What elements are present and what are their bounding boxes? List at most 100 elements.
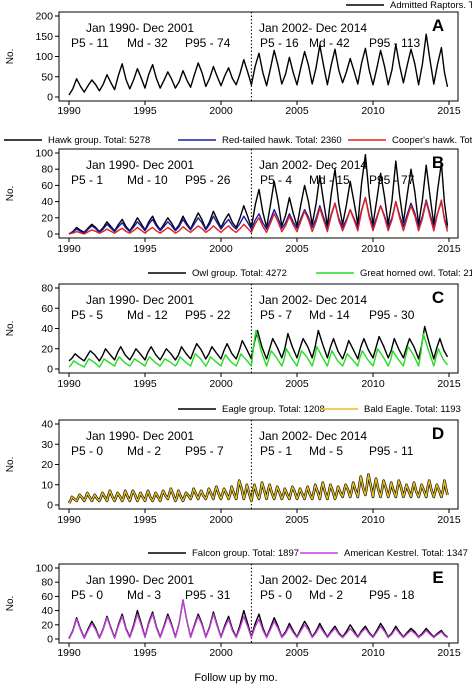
x-tick-label: 1990 [57, 514, 81, 526]
x-tick-label: 1995 [133, 105, 157, 117]
panel-letter: A [432, 16, 444, 35]
y-axis-label: No. [5, 186, 16, 202]
y-tick-label: 40 [41, 605, 53, 617]
y-axis-label: No. [5, 457, 16, 473]
panel-e: Falcon group. Total: 1897 American Kestre… [5, 548, 468, 659]
panel-a: Admitted Raptors. Total: 13089 0 50 100 150 2… [5, 0, 472, 117]
x-tick-label: 2005 [285, 514, 309, 526]
period1-p5: P5 - 1 [71, 173, 103, 187]
x-tick-label: 1995 [133, 647, 157, 659]
x-tick-label: 1995 [133, 514, 157, 526]
period1-p5: P5 - 0 [71, 444, 103, 458]
period1-md: Md - 12 [127, 308, 168, 322]
y-tick-label: 0 [47, 500, 53, 512]
y-tick-label: 40 [41, 419, 53, 431]
period1-title: Jan 1990- Dec 2001 [86, 158, 194, 172]
x-tick-label: 2015 [437, 647, 461, 659]
plot-frame [58, 563, 459, 644]
x-tick-label: 1990 [57, 105, 81, 117]
x-tick-label: 2015 [437, 243, 461, 255]
panel-letter: B [432, 153, 444, 172]
y-tick-label: 0 [47, 634, 53, 646]
y-tick-label: 100 [35, 563, 53, 575]
y-tick-label: 10 [41, 479, 53, 491]
y-tick-label: 30 [41, 439, 53, 451]
panel-c: Owl group. Total: 4272 Great horned owl. … [5, 268, 472, 390]
x-tick-label: 2010 [361, 647, 385, 659]
legend-entry: Admitted Raptors. Total: 13089 [390, 0, 472, 11]
x-tick-label: 2005 [285, 378, 309, 390]
x-tick-label: 2000 [209, 647, 233, 659]
y-tick-label: 20 [41, 343, 53, 355]
period1-p95: P95 - 7 [185, 444, 224, 458]
legend-entry: Bald Eagle. Total: 1193 [364, 404, 461, 415]
x-tick-label: 2010 [361, 105, 385, 117]
period2-p5: P5 - 4 [260, 173, 292, 187]
period2-title: Jan 2002- Dec 2014 [259, 21, 367, 35]
y-tick-label: 20 [41, 212, 53, 224]
y-tick-label: 100 [35, 51, 53, 63]
plot-frame [58, 148, 459, 239]
y-axis-label: No. [5, 49, 16, 65]
x-tick-label: 2000 [209, 243, 233, 255]
period2-p95: P95 - 77 [369, 173, 415, 187]
panel-letter: C [432, 288, 444, 307]
series-line [68, 33, 449, 96]
y-tick-label: 200 [35, 11, 53, 23]
y-tick-label: 60 [41, 591, 53, 603]
x-tick-label: 2010 [361, 514, 385, 526]
y-axis-label: No. [5, 596, 16, 612]
period2-p95: P95 - 11 [369, 444, 414, 458]
period2-title: Jan 2002- Dec 2014 [259, 573, 367, 587]
x-tick-label: 2010 [361, 378, 385, 390]
y-tick-label: 60 [41, 180, 53, 192]
period1-title: Jan 1990- Dec 2001 [86, 293, 194, 307]
x-tick-label: 2015 [437, 514, 461, 526]
series-line [68, 473, 449, 504]
legend-entry: American Kestrel. Total: 1347 [344, 548, 468, 559]
period1-md: Md - 10 [127, 173, 168, 187]
period1-md: Md - 3 [127, 588, 161, 602]
x-tick-label: 1995 [133, 243, 157, 255]
x-tick-label: 1995 [133, 378, 157, 390]
legend-entry: Owl group. Total: 4272 [192, 268, 287, 279]
period1-p95: P95 - 31 [185, 588, 231, 602]
y-tick-label: 0 [47, 229, 53, 241]
x-tick-label: 2005 [285, 243, 309, 255]
period2-title: Jan 2002- Dec 2014 [259, 158, 367, 172]
legend-entry: Great horned owl. Total: 2148 [360, 268, 472, 279]
period2-md: Md - 14 [309, 308, 350, 322]
period1-md: Md - 32 [127, 36, 168, 50]
period1-p95: P95 - 22 [185, 308, 231, 322]
legend-entry: Eagle group. Total: 1208 [222, 404, 325, 415]
y-tick-label: 0 [47, 364, 53, 376]
period1-p5: P5 - 11 [71, 36, 109, 50]
period1-md: Md - 2 [127, 444, 161, 458]
period2-p5: P5 - 16 [260, 36, 299, 50]
period2-p95: P95 - 18 [369, 588, 415, 602]
x-tick-label: 2000 [209, 514, 233, 526]
series-line [68, 196, 449, 235]
y-axis-label: No. [5, 321, 16, 337]
period1-p5: P5 - 5 [71, 308, 103, 322]
panel-letter: D [432, 424, 444, 443]
x-tick-label: 2010 [361, 243, 385, 255]
x-tick-label: 1990 [57, 647, 81, 659]
y-tick-label: 100 [35, 148, 53, 160]
x-tick-label: 1990 [57, 378, 81, 390]
period2-md: Md - 42 [309, 36, 350, 50]
panel-d: Eagle group. Total: 1208 Bald Eagle. Tota… [5, 404, 461, 526]
period1-p5: P5 - 0 [71, 588, 103, 602]
x-tick-label: 2005 [285, 647, 309, 659]
legend-entry: Hawk group. Total: 5278 [48, 135, 150, 146]
y-tick-label: 80 [41, 283, 53, 295]
y-tick-label: 80 [41, 164, 53, 176]
panel-letter: E [432, 568, 443, 587]
legend-entry: Red-tailed hawk. Total: 2360 [222, 135, 342, 146]
legend-entry: Falcon group. Total: 1897 [192, 548, 299, 559]
series-line [68, 325, 449, 362]
y-tick-label: 20 [41, 619, 53, 631]
y-tick-label: 50 [41, 71, 53, 83]
period2-title: Jan 2002- Dec 2014 [259, 293, 367, 307]
